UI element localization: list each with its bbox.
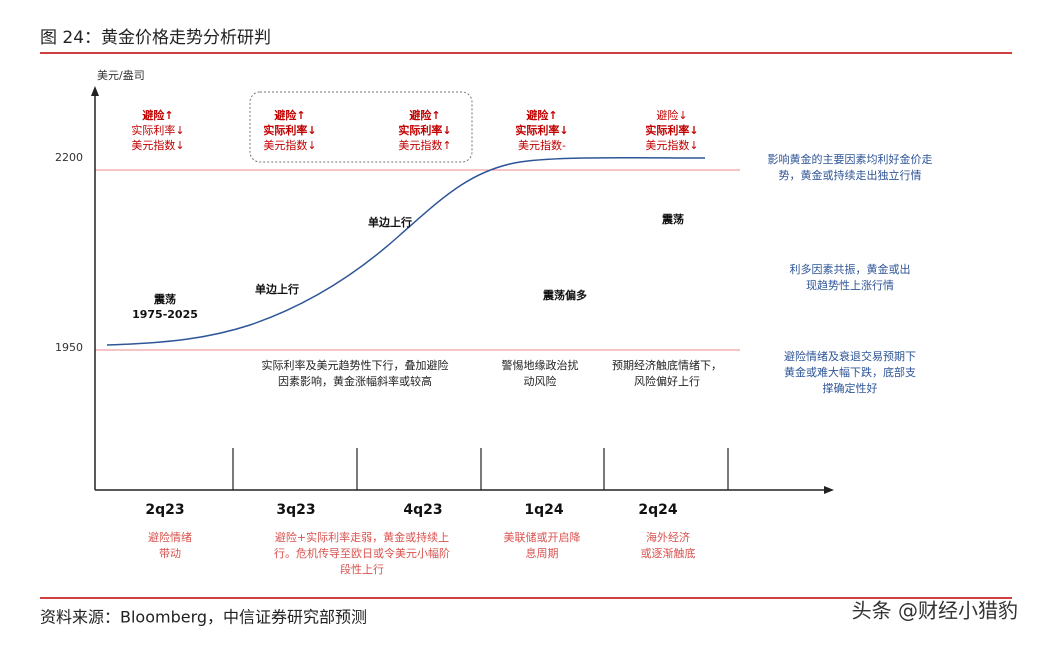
top-note: 实际利率↓ xyxy=(263,123,316,137)
top-note: 美元指数↓ xyxy=(263,138,316,152)
phase-label: 1975-2025 xyxy=(132,308,198,321)
quarter-label: 4q23 xyxy=(403,502,442,518)
driver-note: 避险情绪 xyxy=(148,530,192,544)
outlook-note: 现趋势性上涨行情 xyxy=(806,278,894,292)
quarter-label: 2q23 xyxy=(145,502,184,518)
arrow xyxy=(824,486,834,494)
top-note: 美元指数↓ xyxy=(131,138,184,152)
watermark: 头条 @财经小猎豹 xyxy=(852,599,1018,623)
driver-note: 息周期 xyxy=(526,546,559,560)
source: 资料来源：Bloomberg，中信证券研究部预测 xyxy=(40,608,367,627)
driver-note: 美联储或开启降 xyxy=(504,530,581,544)
title: 图 24：黄金价格走势分析研判 xyxy=(40,28,271,48)
phase-label: 震荡 xyxy=(153,292,176,306)
y-label: 1950 xyxy=(55,341,83,354)
top-note: 避险↑ xyxy=(274,108,305,122)
phase-note: 警惕地缘政治扰 xyxy=(502,358,579,372)
phase-label: 单边上行 xyxy=(368,215,412,229)
quarter-label: 2q24 xyxy=(638,502,678,518)
top-note: 实际利率↓ xyxy=(645,123,698,137)
top-note: 美元指数↑ xyxy=(398,138,451,152)
y-label: 2200 xyxy=(55,151,83,164)
phase-note: 动风险 xyxy=(524,374,557,388)
top-note: 实际利率↓ xyxy=(515,123,568,137)
top-note: 美元指数- xyxy=(518,138,566,152)
top-note: 避险↑ xyxy=(142,108,173,122)
outlook-note: 影响黄金的主要因素均利好金价走 xyxy=(768,152,933,166)
dividers xyxy=(232,448,729,490)
outlook-note: 势，黄金或持续走出独立行情 xyxy=(779,168,922,182)
phase-label: 震荡 xyxy=(661,212,684,226)
top-note: 实际利率↓ xyxy=(398,123,451,137)
outlook-note: 利多因素共振，黄金或出 xyxy=(790,262,911,276)
driver-note: 或逐渐触底 xyxy=(641,546,696,560)
highlight-box xyxy=(249,91,473,163)
outlook-note: 避险情绪及衰退交易预期下 xyxy=(784,349,916,363)
y-unit: 美元/盎司 xyxy=(97,68,145,82)
top-note: 避险↑ xyxy=(526,108,557,122)
top-note: 实际利率↓ xyxy=(131,123,184,137)
quarter-label: 1q24 xyxy=(524,502,564,518)
phase-label: 单边上行 xyxy=(255,282,299,296)
quarter-label: 3q23 xyxy=(276,502,315,518)
driver-note: 海外经济 xyxy=(646,530,690,544)
top-note: 美元指数↓ xyxy=(645,138,698,152)
phase-note: 预期经济触底情绪下， xyxy=(612,358,722,372)
arrow xyxy=(91,86,99,96)
top-note: 避险↑ xyxy=(409,108,440,122)
trend-curve xyxy=(106,156,706,346)
phase-note: 因素影响，黄金涨幅斜率或较高 xyxy=(278,374,432,388)
phase-label: 震荡偏多 xyxy=(542,288,587,302)
top-note: 避险↓ xyxy=(656,108,687,122)
phase-note: 实际利率及美元趋势性下行，叠加避险 xyxy=(262,358,449,372)
outlook-note: 撑确定性好 xyxy=(823,381,878,395)
driver-note: 避险+实际利率走弱，黄金或持续上 xyxy=(275,530,449,544)
phase-note: 风险偏好上行 xyxy=(634,374,700,388)
driver-note: 段性上行 xyxy=(340,562,384,576)
outlook-note: 黄金或难大幅下跌，底部支 xyxy=(784,365,916,379)
driver-note: 行。危机传导至欧日或令美元小幅阶 xyxy=(274,546,450,560)
driver-note: 带动 xyxy=(159,547,181,560)
